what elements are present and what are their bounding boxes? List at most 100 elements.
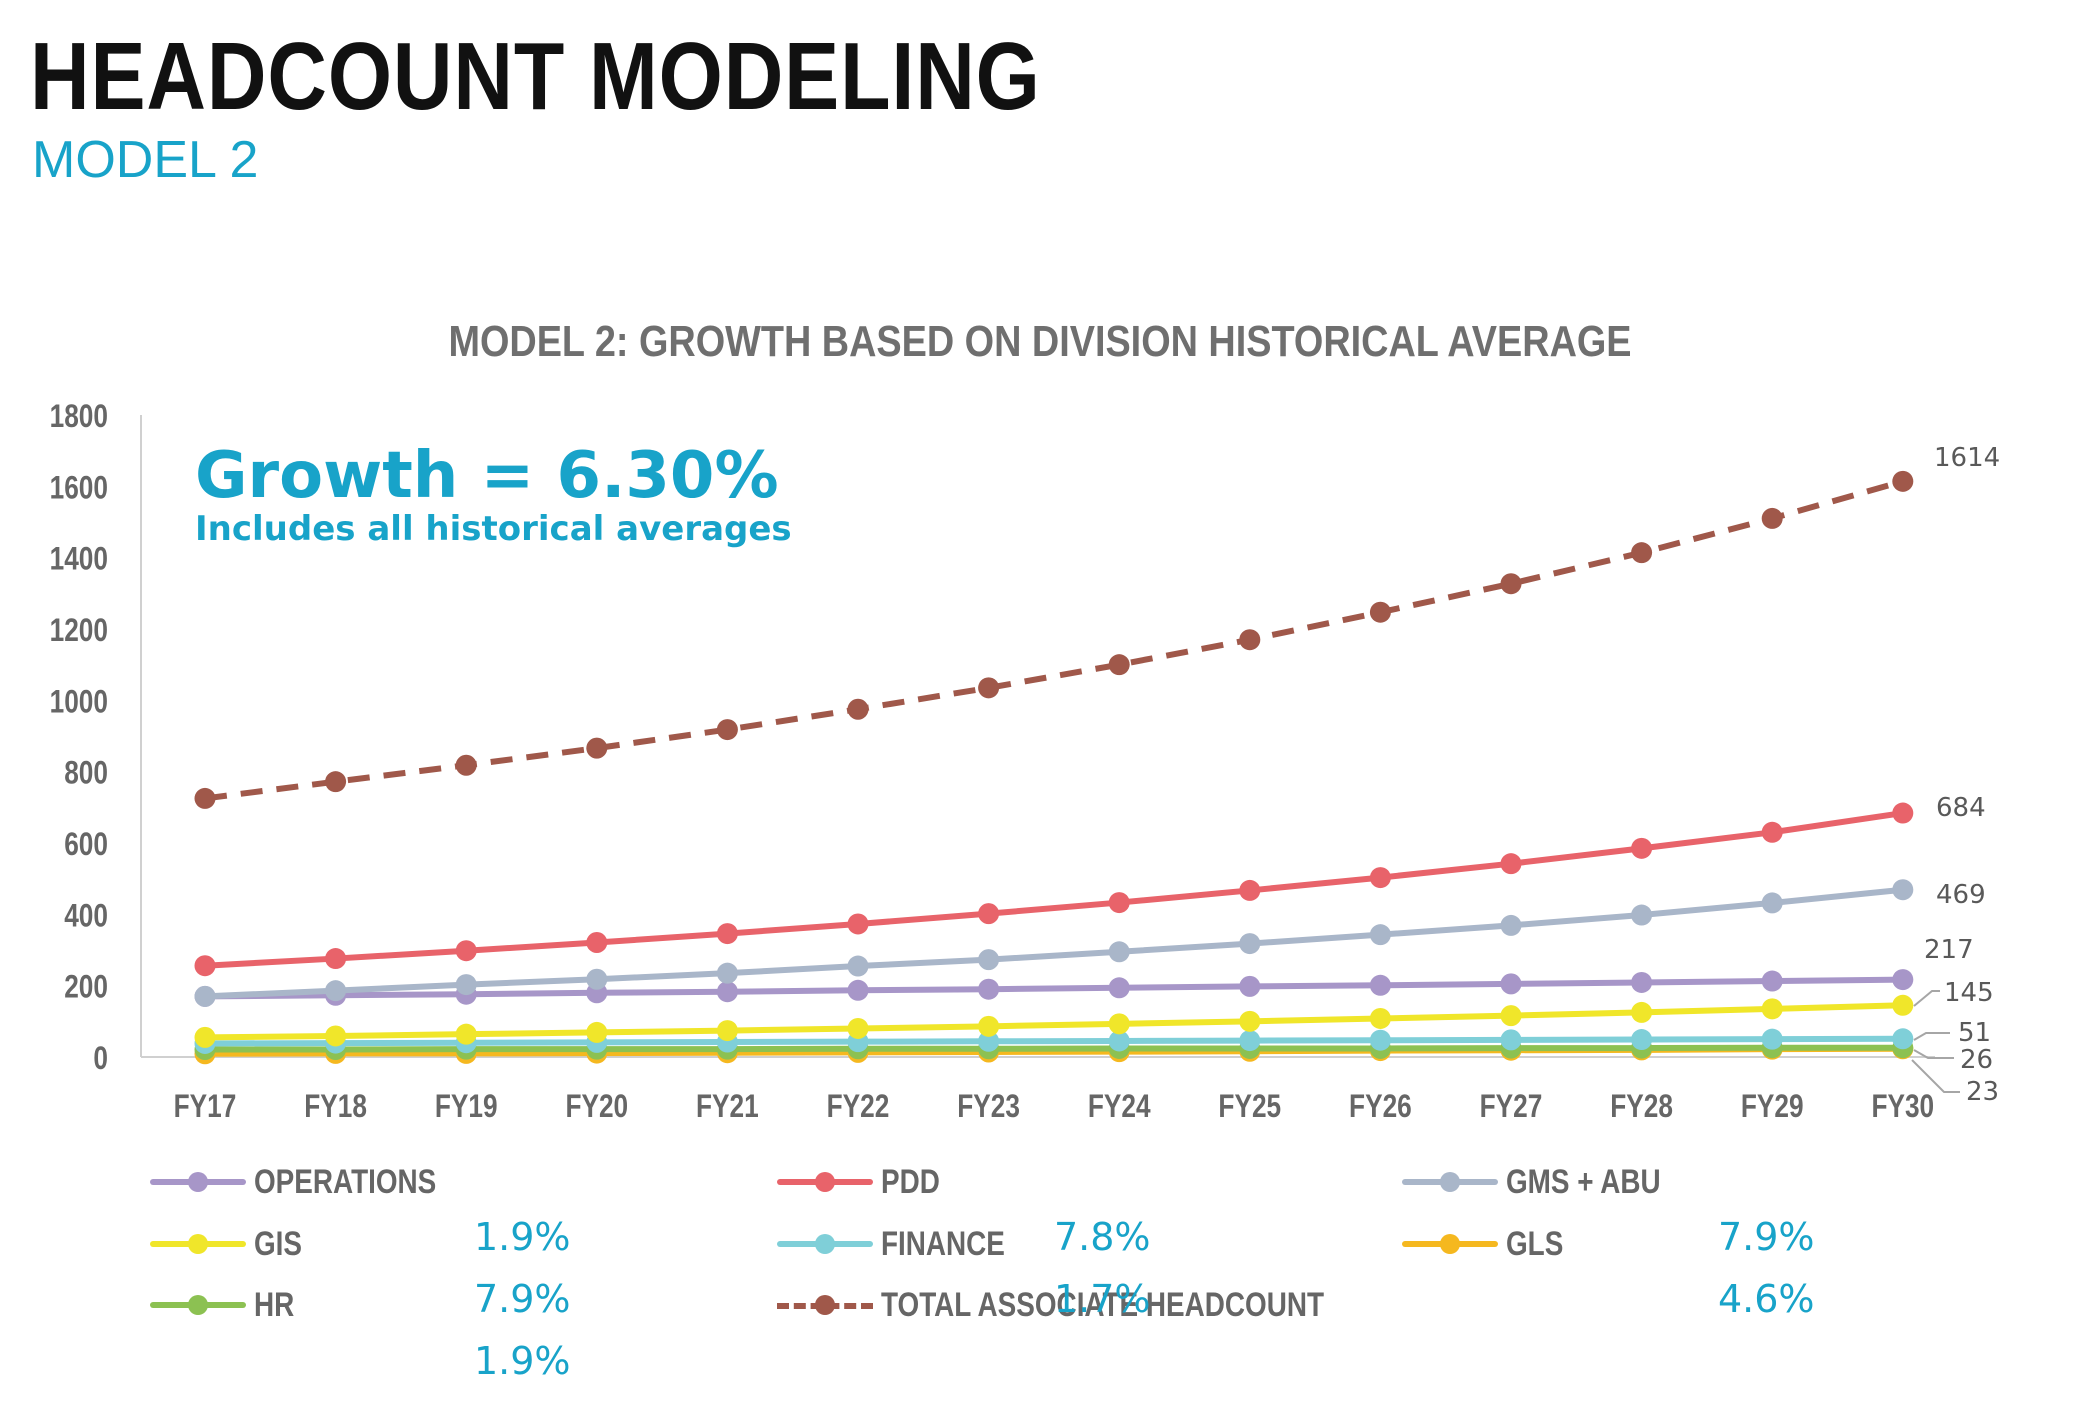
end-label-leader xyxy=(1913,1049,1954,1059)
legend-swatch xyxy=(150,1224,246,1264)
y-tick-label: 1800 xyxy=(50,400,108,435)
legend-swatch xyxy=(150,1162,246,1202)
legend-swatch xyxy=(777,1285,873,1325)
y-tick-label: 0 xyxy=(93,1042,108,1077)
data-point-finance xyxy=(978,1030,1000,1052)
data-point-finance xyxy=(1631,1029,1653,1051)
series-line-pdd xyxy=(202,810,1906,969)
data-point-operations xyxy=(1239,975,1261,997)
data-point-operations xyxy=(1369,974,1391,996)
data-point-pdd xyxy=(1892,802,1914,824)
growth-percentage: 7.9% xyxy=(1718,1215,1815,1259)
page-title: HEADCOUNT MODELING xyxy=(30,23,1041,130)
legend-marker xyxy=(188,1295,208,1315)
series-line-hr xyxy=(202,1044,1906,1053)
data-point-gis xyxy=(194,1026,216,1048)
data-point-pdd xyxy=(1500,853,1522,875)
series-line-gms-abu xyxy=(202,886,1906,1000)
end-label: 469 xyxy=(1936,880,1986,910)
data-point-total-associate-headcount xyxy=(455,754,477,776)
data-point-pdd xyxy=(978,903,1000,925)
data-point-gis xyxy=(1761,998,1783,1020)
data-point-operations xyxy=(1108,977,1130,999)
x-tick-label: FY21 xyxy=(696,1090,759,1125)
legend-item-finance: FINANCE xyxy=(777,1224,1032,1264)
data-point-total-associate-headcount xyxy=(325,771,347,793)
data-point-gms-abu xyxy=(1892,879,1914,901)
data-point-total-associate-headcount xyxy=(978,677,1000,699)
data-point-total-associate-headcount xyxy=(1892,470,1914,492)
data-point-operations xyxy=(1761,970,1783,992)
end-label-leader xyxy=(1913,1032,1950,1041)
growth-percentage: 7.9% xyxy=(474,1277,571,1321)
end-label: 26 xyxy=(1960,1045,1993,1075)
legend-marker xyxy=(1440,1234,1460,1254)
x-tick-label: FY23 xyxy=(957,1090,1020,1125)
growth-percentage: 7.8% xyxy=(1054,1215,1151,1259)
data-point-gis xyxy=(1892,994,1914,1016)
data-point-pdd xyxy=(194,955,216,977)
legend-item-hr: HR xyxy=(150,1285,303,1325)
data-point-pdd xyxy=(1761,821,1783,843)
legend-swatch xyxy=(777,1162,873,1202)
chart-title: MODEL 2: GROWTH BASED ON DIVISION HISTOR… xyxy=(448,316,1631,365)
y-tick-label: 600 xyxy=(64,828,108,863)
x-tick-label: FY24 xyxy=(1088,1090,1151,1125)
data-point-pdd xyxy=(1239,879,1261,901)
data-point-gms-abu xyxy=(1500,914,1522,936)
data-point-total-associate-headcount xyxy=(1239,629,1261,651)
data-point-total-associate-headcount xyxy=(1108,654,1130,676)
data-point-operations xyxy=(1892,969,1914,991)
data-point-pdd xyxy=(847,913,869,935)
data-point-operations xyxy=(978,978,1000,1000)
data-point-total-associate-headcount xyxy=(1761,507,1783,529)
data-point-operations xyxy=(1500,973,1522,995)
x-tick-label: FY27 xyxy=(1480,1090,1543,1125)
data-point-gis xyxy=(1631,1001,1653,1023)
data-point-total-associate-headcount xyxy=(716,719,738,741)
data-point-gis xyxy=(978,1015,1000,1037)
data-point-total-associate-headcount xyxy=(847,698,869,720)
data-point-pdd xyxy=(1108,892,1130,914)
x-tick-label: FY22 xyxy=(827,1090,890,1125)
end-label-leader xyxy=(1913,990,1940,1007)
end-label: 145 xyxy=(1944,978,1994,1008)
data-point-pdd xyxy=(455,940,477,962)
series-line-operations xyxy=(202,976,1906,1000)
y-tick-label: 200 xyxy=(64,970,108,1005)
end-label: 684 xyxy=(1936,793,1986,823)
legend-item-total-associate-headcount: TOTAL ASSOCIATE HEADCOUNT xyxy=(777,1285,1421,1325)
data-point-operations xyxy=(1631,971,1653,993)
data-point-total-associate-headcount xyxy=(1500,573,1522,595)
legend-marker xyxy=(188,1172,208,1192)
data-point-pdd xyxy=(586,932,608,954)
data-point-gis xyxy=(586,1021,608,1043)
legend-marker xyxy=(1440,1172,1460,1192)
growth-percentage: 1.9% xyxy=(474,1215,571,1259)
y-tick-label: 800 xyxy=(64,756,108,791)
data-point-gis xyxy=(1108,1013,1130,1035)
data-point-total-associate-headcount xyxy=(1631,542,1653,564)
data-point-gms-abu xyxy=(1631,904,1653,926)
data-point-gis xyxy=(455,1023,477,1045)
data-point-gms-abu xyxy=(978,949,1000,971)
page-subtitle: MODEL 2 xyxy=(32,131,259,189)
legend-swatch xyxy=(1402,1162,1498,1202)
legend-label: PDD xyxy=(881,1162,940,1201)
data-point-gis xyxy=(325,1025,347,1047)
y-tick-label: 1000 xyxy=(50,685,108,720)
data-point-pdd xyxy=(1369,867,1391,889)
legend-label: GMS + ABU xyxy=(1506,1162,1661,1201)
legend-label: OPERATIONS xyxy=(254,1162,437,1201)
data-point-gms-abu xyxy=(1239,933,1261,955)
x-tick-label: FY26 xyxy=(1349,1090,1412,1125)
data-point-gis xyxy=(847,1017,869,1039)
x-tick-label: FY19 xyxy=(435,1090,498,1125)
data-point-gms-abu xyxy=(1108,941,1130,963)
legend-marker xyxy=(815,1172,835,1192)
legend-item-gms-abu: GMS + ABU xyxy=(1402,1162,1695,1202)
data-point-total-associate-headcount xyxy=(194,787,216,809)
legend-item-pdd: PDD xyxy=(777,1162,953,1202)
legend-item-gis: GIS xyxy=(150,1224,313,1264)
x-tick-label: FY17 xyxy=(174,1090,237,1125)
